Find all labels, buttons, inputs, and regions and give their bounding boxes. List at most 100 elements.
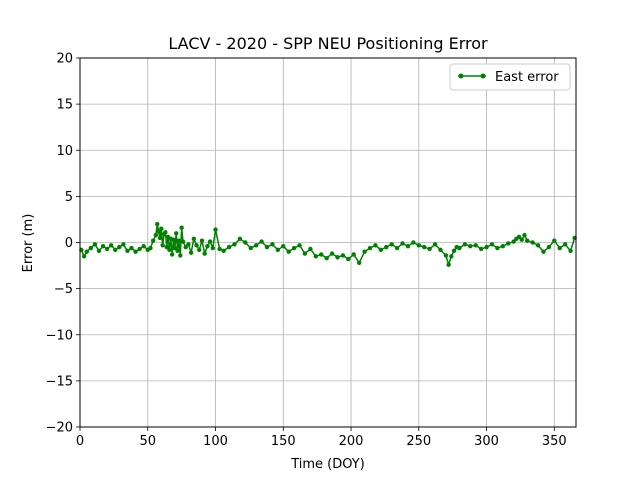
data-point <box>446 262 451 267</box>
legend-label-east-error: East error <box>495 70 559 85</box>
x-tick-label: 200 <box>339 434 364 449</box>
x-tick-label: 250 <box>406 434 431 449</box>
data-point <box>259 239 264 244</box>
data-point <box>443 253 449 258</box>
data-point <box>432 242 438 247</box>
data-point <box>506 241 511 246</box>
x-tick-label: 300 <box>474 434 499 449</box>
data-point <box>275 247 281 253</box>
data-point <box>541 249 546 254</box>
data-point <box>340 253 346 258</box>
data-point <box>180 239 186 244</box>
data-point <box>562 242 568 247</box>
data-point <box>174 231 179 236</box>
data-point <box>535 243 541 248</box>
data-point <box>546 244 552 250</box>
data-point <box>178 253 183 258</box>
x-tick-label: 0 <box>76 434 84 449</box>
data-point <box>248 245 253 251</box>
data-point <box>141 243 146 249</box>
data-point <box>179 225 184 230</box>
data-point <box>159 226 164 231</box>
data-point <box>129 245 134 251</box>
data-point <box>557 245 562 251</box>
data-point <box>319 252 324 257</box>
data-point <box>416 243 421 248</box>
data-point <box>405 243 411 249</box>
data-point <box>516 234 522 240</box>
data-point <box>473 243 478 248</box>
data-point <box>199 238 205 243</box>
data-point <box>329 251 335 256</box>
data-point <box>484 244 489 250</box>
data-point <box>186 242 191 247</box>
tick-layer: 0 50 100 150 200 250 300 350 −20 −15 −10 −5 0 5 10 15 20 <box>46 52 567 450</box>
data-point <box>451 248 457 254</box>
data-point <box>489 242 495 247</box>
data-point <box>156 229 161 234</box>
data-point <box>297 243 302 248</box>
x-tick-label: 100 <box>203 434 228 449</box>
data-point <box>96 248 102 254</box>
data-point <box>264 244 270 250</box>
data-point <box>478 246 484 252</box>
data-point <box>164 244 169 250</box>
data-point <box>389 242 394 247</box>
data-point <box>384 244 389 250</box>
data-point <box>243 240 248 245</box>
data-point <box>160 243 165 248</box>
data-point <box>88 245 94 251</box>
y-tick-label: −10 <box>46 328 73 343</box>
y-tick-label: 0 <box>65 236 73 251</box>
data-point <box>286 249 291 254</box>
data-point <box>232 242 237 247</box>
data-point <box>525 238 530 243</box>
data-point <box>302 251 308 256</box>
data-point <box>500 243 506 249</box>
x-tick-label: 350 <box>542 434 567 449</box>
data-point <box>457 245 462 251</box>
data-point <box>183 244 188 250</box>
data-point <box>291 245 297 251</box>
data-point <box>175 248 180 254</box>
legend-marker-sample-right <box>480 73 486 79</box>
x-tick-label: 150 <box>271 434 296 449</box>
data-point <box>522 232 527 238</box>
data-point <box>394 245 400 251</box>
data-point <box>468 243 473 249</box>
x-tick-label: 50 <box>139 434 156 449</box>
data-point <box>171 237 176 242</box>
data-point <box>253 243 259 248</box>
data-point <box>150 238 156 243</box>
data-point <box>210 245 216 251</box>
data-point <box>188 250 194 255</box>
y-tick-label: −15 <box>46 374 73 389</box>
data-point <box>117 244 122 250</box>
data-point <box>155 221 160 227</box>
data-point <box>552 238 557 243</box>
data-point <box>530 240 535 245</box>
data-point <box>202 251 207 256</box>
data-point <box>191 236 197 242</box>
data-point <box>169 252 175 257</box>
data-point <box>113 247 118 253</box>
data-point <box>411 240 416 245</box>
data-point <box>157 235 163 241</box>
data-point <box>519 237 524 242</box>
data-point <box>81 254 87 259</box>
data-point <box>324 255 329 261</box>
data-point <box>351 252 356 257</box>
data-point <box>568 248 573 254</box>
y-tick-label: 5 <box>65 190 73 205</box>
data-point <box>308 246 313 252</box>
data-point <box>108 243 114 248</box>
series-layer <box>79 221 577 267</box>
data-point <box>148 245 153 251</box>
y-tick-label: −5 <box>54 282 73 297</box>
legend-marker-sample-left <box>458 73 464 79</box>
chart-title: LACV - 2020 - SPP NEU Positioning Error <box>168 34 488 53</box>
data-point <box>346 256 351 262</box>
data-point <box>221 248 226 254</box>
data-point <box>133 249 138 254</box>
